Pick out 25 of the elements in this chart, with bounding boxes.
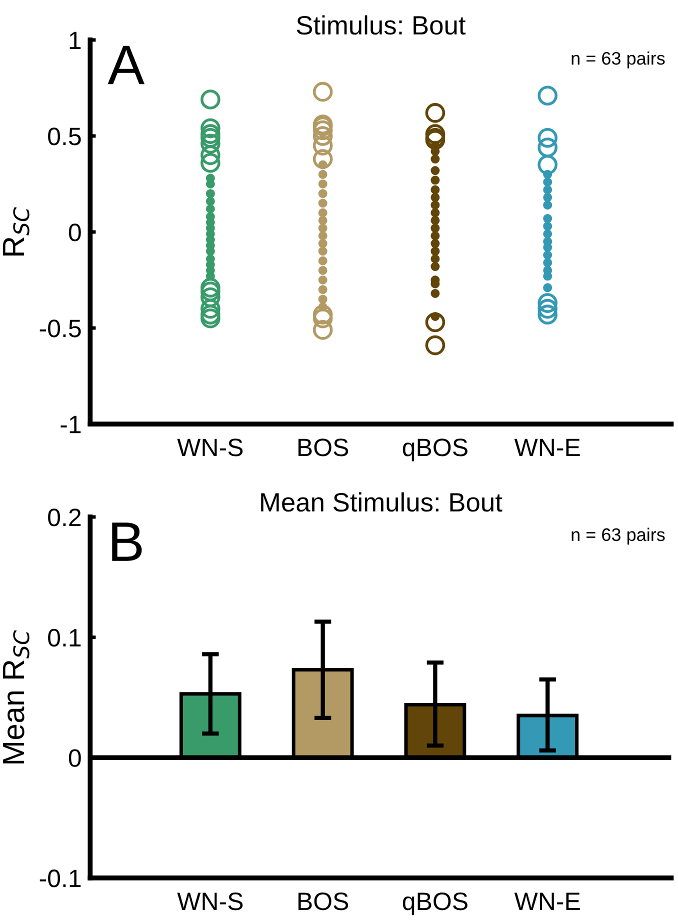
annotation: A bbox=[108, 46, 145, 84]
x-tick-label: qBOS bbox=[402, 892, 468, 916]
y-tick-label: 0.2 bbox=[48, 508, 81, 526]
y-tick-label: 0 bbox=[68, 749, 81, 767]
y-tick-label: 1 bbox=[70, 32, 81, 50]
x-tick-label: BOS bbox=[298, 438, 348, 456]
y-tick-label: 0.1 bbox=[48, 628, 81, 647]
annotation: B bbox=[112, 522, 142, 561]
chart-title: Stimulus: Bout bbox=[296, 15, 466, 35]
x-tick-label: WN-S bbox=[177, 438, 243, 456]
y-tick-label: 0.5 bbox=[48, 128, 81, 146]
y-axis-title: R$_{SC}$ bbox=[3, 207, 30, 256]
y-tick-label: 0 bbox=[68, 224, 81, 242]
annotation: n = 63 pairs bbox=[572, 51, 665, 68]
y-tick-label: -0.1 bbox=[40, 870, 81, 888]
x-tick-label: WN-E bbox=[514, 438, 580, 456]
annotation: n = 63 pairs bbox=[572, 528, 665, 545]
x-tick-label: WN-E bbox=[514, 892, 580, 910]
x-tick-label: WN-S bbox=[177, 892, 243, 910]
y-axis-title: Mean R$_{SC}$ bbox=[3, 630, 30, 764]
y-tick-label: -1 bbox=[60, 416, 81, 434]
y-tick-label: -0.5 bbox=[40, 320, 81, 338]
chart-title: Mean Stimulus: Bout bbox=[261, 492, 502, 512]
x-tick-label: BOS bbox=[298, 892, 348, 910]
x-tick-label: qBOS bbox=[402, 438, 468, 462]
